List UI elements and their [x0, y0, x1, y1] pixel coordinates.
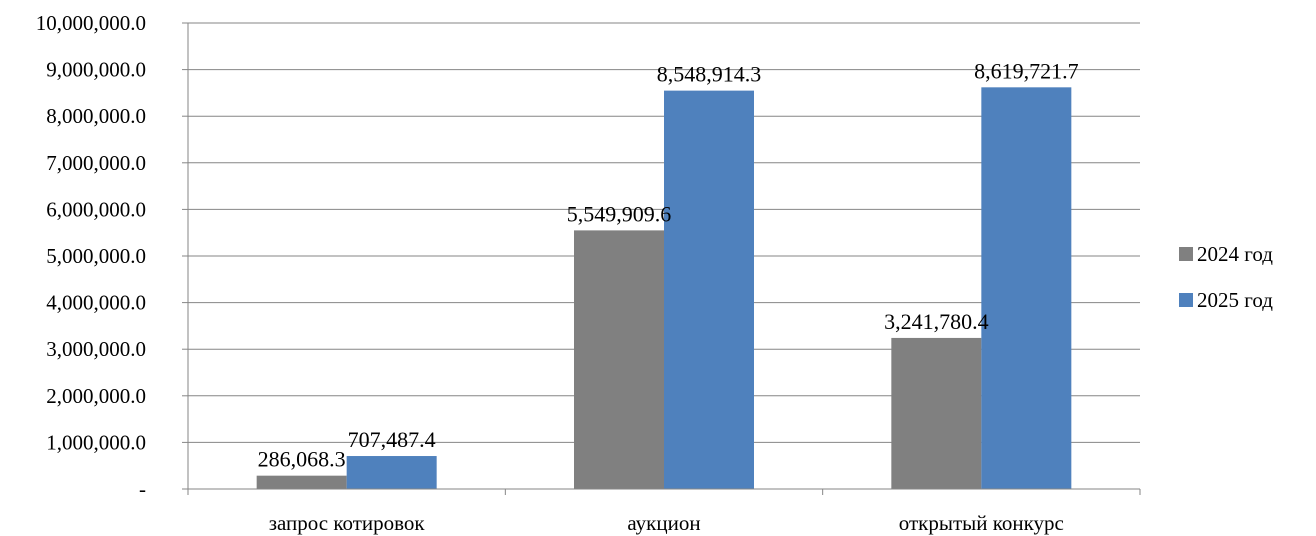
y-tick-label: 5,000,000.0 [46, 244, 146, 268]
y-tick-label: 3,000,000.0 [46, 337, 146, 361]
bar [256, 475, 347, 489]
y-tick-label: 1,000,000.0 [46, 430, 146, 454]
y-tick-label: 9,000,000.0 [46, 58, 146, 82]
y-tick-label: 8,000,000.0 [46, 104, 146, 128]
bar [981, 87, 1072, 489]
legend: 2024 год 2025 год [1179, 242, 1273, 312]
data-label: 8,619,721.7 [974, 58, 1079, 83]
data-label: 707,487.4 [348, 427, 436, 452]
data-label: 5,549,909.6 [567, 201, 672, 226]
data-label: 286,068.3 [258, 447, 346, 472]
legend-label: 2025 год [1197, 288, 1273, 312]
bar [574, 230, 664, 489]
y-tick-label: 2,000,000.0 [46, 384, 146, 408]
legend-label: 2024 год [1197, 242, 1273, 266]
x-category-label: запрос котировок [269, 511, 426, 535]
x-axis-labels: запрос котировок аукцион открытый конкурс [269, 511, 1064, 535]
bar [891, 337, 982, 489]
y-tick-label: 4,000,000.0 [46, 291, 146, 315]
x-category-label: аукцион [627, 511, 700, 535]
y-tick-label: 6,000,000.0 [46, 197, 146, 221]
bar [346, 456, 437, 489]
legend-swatch [1179, 247, 1193, 261]
bar [664, 90, 754, 489]
data-label: 8,548,914.3 [657, 62, 762, 87]
x-category-label: открытый конкурс [899, 511, 1064, 535]
y-tick-label: 7,000,000.0 [46, 151, 146, 175]
y-axis-ticks: - 1,000,000.0 2,000,000.0 3,000,000.0 4,000,… [36, 11, 188, 501]
legend-swatch [1179, 293, 1193, 307]
y-tick-label: 10,000,000.0 [36, 11, 146, 35]
data-label: 3,241,780.4 [884, 309, 989, 334]
bars [256, 87, 1072, 489]
y-tick-label: - [139, 477, 146, 501]
axes [187, 23, 1141, 495]
